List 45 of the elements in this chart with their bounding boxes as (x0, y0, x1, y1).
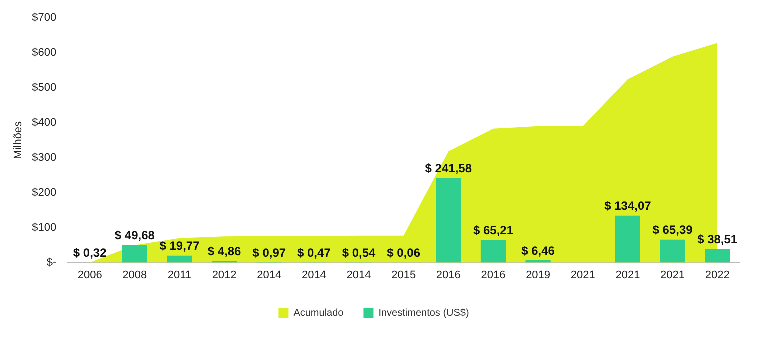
data-label: $ 0,47 (298, 246, 332, 260)
x-tick-label: 2014 (346, 269, 372, 282)
bar (615, 216, 640, 263)
y-tick-label: $700 (32, 12, 57, 24)
x-tick-label: 2015 (392, 269, 416, 282)
data-label: $ 65,39 (652, 223, 694, 238)
data-label: $ 4,86 (208, 244, 242, 258)
y-tick-label: $- (46, 256, 58, 269)
data-label: $ 49,68 (114, 228, 156, 243)
x-tick-label: 2014 (302, 269, 326, 282)
bar (660, 240, 686, 263)
bar (705, 249, 730, 263)
legend-label: Investimentos (US$) (378, 308, 470, 319)
x-tick-label: 2021 (570, 269, 596, 282)
bar (122, 245, 148, 263)
data-label: $ 0,06 (387, 246, 421, 260)
y-tick-label: $500 (32, 82, 57, 94)
data-label: $ 0,97 (252, 246, 286, 260)
data-label: $ 0,54 (342, 246, 376, 260)
y-tick-label: $600 (32, 47, 57, 60)
x-tick-label: 2006 (78, 269, 102, 282)
bar (167, 256, 192, 263)
y-tick-label: $200 (32, 186, 57, 199)
x-tick-label: 2016 (436, 269, 461, 282)
x-tick-label: 2021 (660, 269, 686, 282)
y-tick-label: $100 (32, 222, 57, 234)
x-tick-label: 2016 (481, 269, 506, 282)
y-tick-label: $400 (32, 116, 57, 129)
x-tick-label: 2019 (526, 269, 551, 282)
data-label: $ 65,21 (473, 223, 514, 238)
data-label: $ 6,46 (522, 244, 556, 258)
x-tick-label: 2014 (257, 269, 282, 282)
x-tick-label: 2011 (168, 269, 192, 282)
bar (480, 240, 506, 263)
legend-label: Acumulado (294, 308, 344, 319)
x-tick-label: 2021 (616, 269, 640, 282)
bar (436, 178, 462, 263)
y-axis-title: Milhões (12, 120, 25, 160)
x-tick-label: 2022 (705, 269, 730, 282)
x-tick-label: 2008 (122, 269, 148, 282)
data-label: $ 134,07 (604, 199, 652, 214)
y-tick-label: $300 (32, 152, 57, 164)
data-label: $ 0,32 (73, 246, 108, 260)
data-label: $ 19,77 (160, 239, 200, 254)
x-tick-label: 2012 (212, 269, 237, 282)
